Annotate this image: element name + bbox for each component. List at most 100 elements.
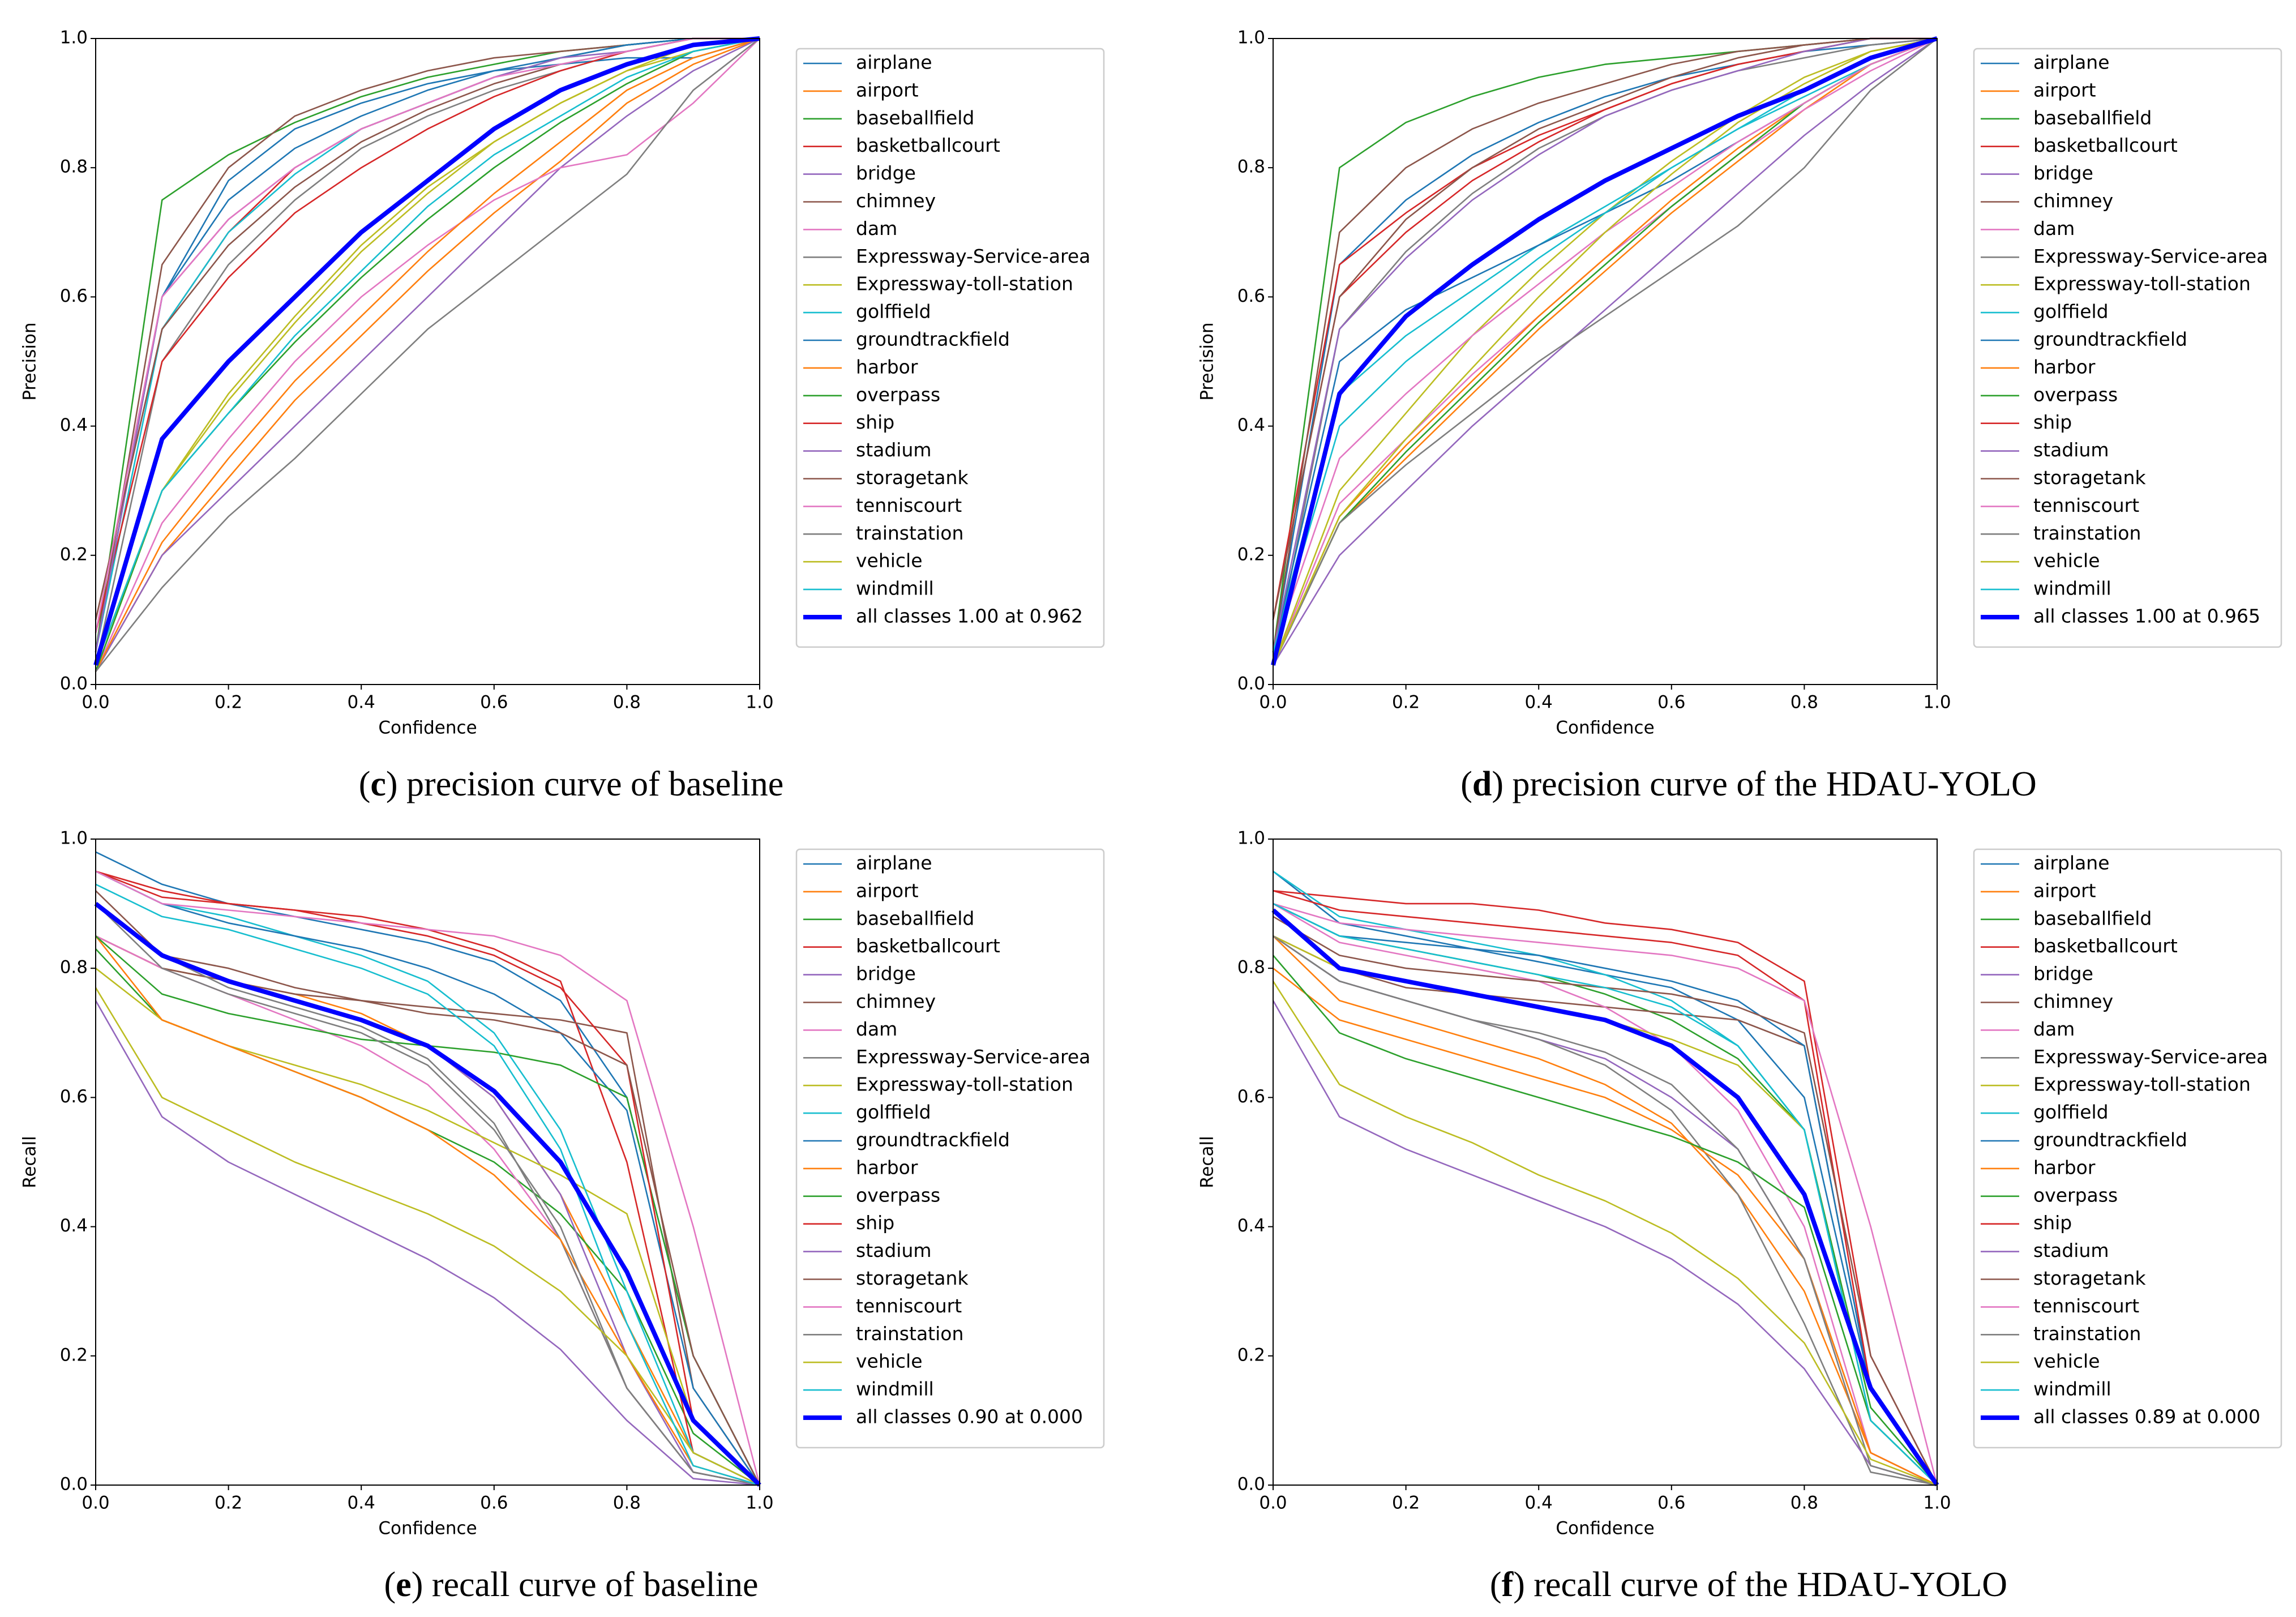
legend-frame [795, 848, 1105, 1449]
legend-label: stadium [856, 1239, 932, 1261]
legend-frame [1973, 48, 2282, 648]
legend-label: baseballfield [2033, 907, 2152, 929]
legend-label: airport [856, 79, 919, 101]
legend-label: harbor [2033, 1156, 2096, 1178]
series-line [1272, 37, 1937, 653]
y-tick-label: 0.8 [1237, 957, 1265, 978]
x-axis-label: Confidence [378, 1518, 477, 1539]
y-tick-label: 1.0 [60, 828, 88, 849]
series-line [1272, 37, 1938, 653]
caption: (d) precision curve of the HDAU-YOLO [1460, 765, 2037, 803]
axes-frame [1273, 38, 1938, 685]
series-line [1271, 908, 1939, 1487]
x-tick-label: 0.4 [348, 1493, 375, 1513]
x-tick-label: 0.6 [1657, 1493, 1685, 1513]
series-line [1272, 37, 1938, 653]
y-tick-label: 0.6 [1237, 1086, 1265, 1107]
legend-label: Expressway-Service-area [856, 245, 1090, 267]
series-line [95, 37, 760, 672]
series-line [1272, 37, 1937, 621]
legend-label: overpass [2033, 1184, 2118, 1206]
legend-label: tenniscourt [2033, 1295, 2139, 1317]
legend-label: Expressway-Service-area [856, 1046, 1090, 1068]
series-line [1272, 37, 1937, 653]
series-line [1272, 37, 1937, 621]
legend-label: groundtrackfield [856, 1129, 1010, 1151]
caption-part: d [1472, 765, 1492, 803]
legend-label: storagetank [856, 1267, 969, 1289]
legend-label: stadium [2033, 1239, 2109, 1261]
legend-label: baseballfield [856, 106, 974, 129]
series-line [1272, 37, 1938, 666]
legend-label: Expressway-toll-station [2033, 273, 2251, 295]
legend-label: tenniscourt [856, 494, 962, 516]
legend-label: airport [856, 879, 919, 901]
y-tick-label: 1.0 [60, 28, 88, 48]
legend-label: tenniscourt [2033, 494, 2139, 516]
legend-label: trainstation [2033, 1323, 2141, 1345]
series-line [95, 37, 760, 672]
legend-label: airplane [856, 52, 932, 74]
legend-label: overpass [2033, 383, 2118, 405]
series-line [95, 1000, 760, 1486]
y-tick-label: 1.0 [1237, 828, 1265, 849]
legend-frame [1973, 848, 2282, 1449]
y-tick-label: 0.8 [1237, 157, 1265, 177]
series-line [95, 37, 760, 634]
y-tick-label: 0.0 [1237, 674, 1265, 694]
x-tick-label: 1.0 [746, 692, 773, 713]
caption-part: ) recall curve of baseline [412, 1565, 759, 1604]
legend-frame [795, 48, 1105, 648]
y-tick-label: 0.8 [60, 157, 88, 177]
series-line [1273, 935, 1938, 1486]
legend-label: groundtrackfield [2033, 328, 2187, 350]
x-tick-label: 1.0 [1923, 692, 1951, 713]
legend-label: all classes 0.89 at 0.000 [2033, 1406, 2260, 1428]
series-line [95, 37, 760, 653]
legend-label: basketballcourt [2033, 935, 2178, 957]
series-line [1273, 902, 1938, 1486]
chart-panel: 0.0 0.2 0.4 0.6 0.8 1.0 0.0 0.2 0.4 0.6 0.8 1.0 Conf… [1197, 28, 2282, 803]
series-line [95, 870, 760, 1486]
caption-part: ) precision curve of the HDAU-YOLO [1492, 765, 2036, 803]
x-tick-label: 0.8 [1790, 1493, 1818, 1513]
y-tick-label: 0.0 [1237, 1474, 1265, 1495]
legend-label: stadium [2033, 439, 2109, 461]
series-line [1273, 935, 1938, 1486]
y-tick-label: 1.0 [1237, 28, 1265, 48]
series-line [95, 890, 761, 1486]
legend-label: storagetank [856, 467, 969, 489]
legend-label: ship [2033, 411, 2072, 433]
legend-label: ship [856, 1212, 894, 1234]
legend-label: chimney [856, 990, 936, 1012]
legend-label: trainstation [856, 522, 963, 544]
y-tick-label: 0.6 [60, 286, 88, 306]
legend-label: Expressway-toll-station [856, 273, 1073, 295]
series-line [1273, 968, 1938, 1486]
x-tick-label: 0.6 [1657, 692, 1685, 713]
legend-label: golffield [2033, 1101, 2109, 1123]
x-tick-label: 1.0 [746, 1493, 773, 1513]
y-tick-label: 0.2 [60, 1345, 88, 1365]
x-tick-label: 1.0 [1923, 1493, 1951, 1513]
legend-label: groundtrackfield [856, 328, 1010, 350]
series-line [95, 37, 760, 673]
legend-label: airplane [2033, 52, 2110, 74]
legend-label: chimney [2033, 190, 2113, 212]
legend-label: airport [2033, 879, 2096, 901]
series-line [95, 37, 760, 653]
legend-label: overpass [856, 383, 940, 405]
series-line [95, 987, 760, 1486]
legend-label: basketballcourt [2033, 134, 2178, 156]
y-axis-label: Recall [1197, 1136, 1218, 1188]
x-tick-label: 0.8 [613, 692, 641, 713]
series-line [95, 851, 761, 1486]
legend-label: airport [2033, 79, 2096, 101]
series-line [1273, 902, 1938, 1486]
chart-panel: 0.0 0.2 0.4 0.6 0.8 1.0 0.0 0.2 0.4 0.6 0.8 1.0 Conf… [1197, 828, 2282, 1604]
y-tick-label: 0.6 [60, 1086, 88, 1107]
series-line [93, 36, 760, 666]
legend-label: bridge [2033, 962, 2093, 985]
